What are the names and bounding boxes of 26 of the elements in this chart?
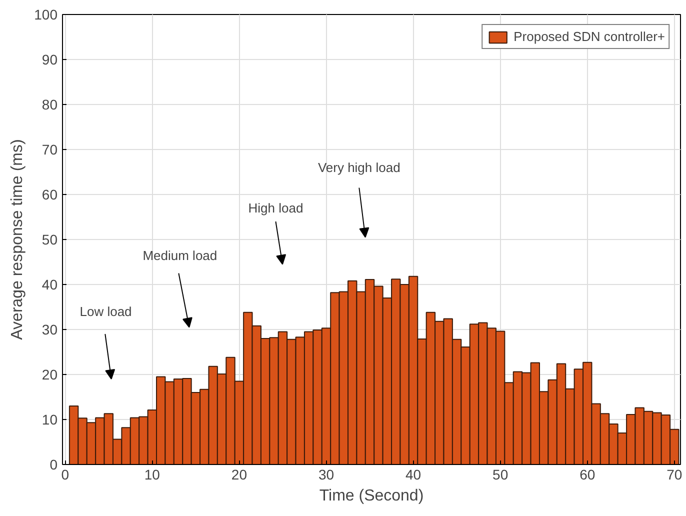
- y-tick-label: 50: [42, 232, 58, 248]
- y-tick-label: 70: [42, 142, 58, 158]
- y-axis-title: Average response time (ms): [9, 139, 26, 340]
- legend-label: Proposed SDN controller+: [514, 29, 665, 44]
- y-tick-label: 90: [42, 52, 58, 68]
- x-tick-label: 70: [666, 466, 682, 482]
- annotation: Very high load: [318, 160, 400, 175]
- y-tick-label: 40: [42, 276, 58, 292]
- x-tick-label: 10: [144, 466, 160, 482]
- y-tick-label: 60: [42, 186, 58, 202]
- x-tick-label: 30: [318, 466, 334, 482]
- annotation: High load: [248, 200, 304, 216]
- x-tick-label: 60: [580, 466, 596, 482]
- x-tick-label: 0: [61, 466, 70, 482]
- y-tick-label: 100: [34, 6, 58, 22]
- y-tick-label: 10: [42, 412, 58, 428]
- y-tick-label: 30: [42, 322, 58, 338]
- y-tick-label: 80: [42, 96, 58, 112]
- annotation: Medium load: [142, 248, 218, 263]
- annotation: Low load: [80, 304, 132, 319]
- y-tick-label: 0: [50, 456, 58, 472]
- y-tick-label: 20: [42, 366, 58, 382]
- x-tick-label: 40: [405, 466, 422, 482]
- x-tick-label: 20: [231, 466, 248, 482]
- x-tick-label: 50: [492, 466, 508, 482]
- x-axis-title: Time (Second): [319, 488, 424, 504]
